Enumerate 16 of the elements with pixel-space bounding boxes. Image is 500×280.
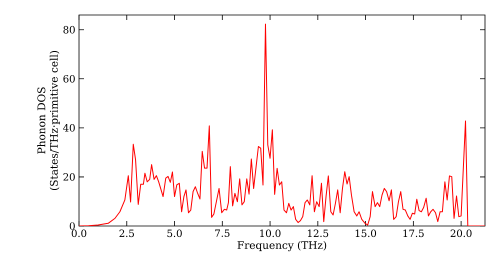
x-tick-label: 7.5 xyxy=(215,230,230,237)
x-tick-label: 0.0 xyxy=(72,230,86,238)
y-axis-title: Phonon DOS (States/THz·primitive cell) xyxy=(37,50,60,190)
x-tick-label: 5.0 xyxy=(167,230,182,238)
x-tick-label: 10.0 xyxy=(260,230,281,238)
x-axis-title: Frequency (THz) xyxy=(238,240,326,252)
x-tick-label: 17.5 xyxy=(403,230,424,238)
x-tick-label: 20.0 xyxy=(450,230,472,238)
y-tick-label: 40 xyxy=(63,124,75,132)
x-tick-label: 15.0 xyxy=(356,230,376,238)
x-tick-label: 2.5 xyxy=(119,230,134,238)
y-tick-label: 80 xyxy=(63,26,75,34)
y-tick-label: 60 xyxy=(63,74,75,83)
x-tick-label: 12.5 xyxy=(308,230,328,238)
y-tick-label: 0 xyxy=(70,222,75,230)
y-tick-label: 20 xyxy=(63,173,75,181)
